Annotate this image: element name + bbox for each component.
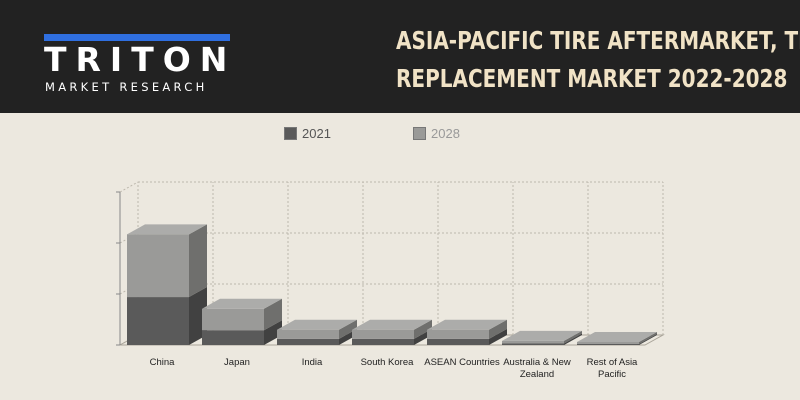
bar-2028-1-top [202,298,282,309]
bar-2028-0-side [189,224,207,298]
bar-2028-5-top [502,330,582,341]
bar-2028-0-top [127,224,207,235]
bar-2028-5-side [564,330,582,344]
bar-2028-3-side [414,319,432,339]
bar-2021-1-side [264,320,282,345]
triton-logo: TRITON MARKET RESEARCH [44,34,234,96]
logo-subtitle-text: MARKET RESEARCH [45,80,208,94]
page-title: ASIA-PACIFIC TIRE AFTERMARKET, TIRE REPL… [308,22,800,98]
bar-2021-2-front [277,338,339,345]
x-tick-label-1: Japan [224,357,250,368]
bar-2021-4-side [489,328,507,345]
page-title-line-1: ASIA-PACIFIC TIRE AFTERMARKET, TIRE [396,26,800,55]
bar-2028-6-side [639,331,657,344]
gridline-side [119,181,139,193]
bar-2028-2-front [277,329,339,339]
legend-label-2028: 2028 [431,126,460,141]
bar-2021-6-side [639,333,657,345]
logo-brand-text: TRITON [44,40,237,79]
bar-2028-2-top [277,319,357,330]
bar-2028-4-side [489,319,507,339]
bar-2028-6-top [577,331,657,342]
bar-2028-6-front [577,341,639,344]
bar-2021-5-side [564,333,582,345]
bar-2028-2-side [339,319,357,339]
x-tick-label-4: ASEAN Countries [424,357,500,368]
bar-2028-0-front [127,234,189,298]
bar-2021-0-front [127,297,189,345]
bar-2021-3-front [352,338,414,345]
header-banner: TRITON MARKET RESEARCH ASIA-PACIFIC TIRE… [0,0,800,113]
legend-label-2021: 2021 [302,126,331,141]
bar-2021-5-front [502,343,564,345]
bar-2028-3-front [352,329,414,339]
bar-2021-6-front [577,343,639,345]
legend-swatch-2021 [284,127,297,140]
bar-2028-1-front [202,308,264,331]
x-tick-label-3: South Korea [361,357,415,368]
x-tick-label-6: Rest of Asia Pacific [587,357,638,380]
legend-swatch-2028 [413,127,426,140]
x-tick-label-2: India [302,357,323,368]
bar-2028-4-top [427,319,507,330]
bar-2028-4-front [427,329,489,339]
page-title-line-2: REPLACEMENT MARKET 2022-2028 [396,64,788,93]
bar-2021-1-front [202,330,264,345]
x-tick-label-0: China [150,357,176,368]
bar-2028-3-top [352,319,432,330]
bar-2028-1-side [264,298,282,331]
bar-2021-4-front [427,338,489,345]
x-tick-label-5: Australia & New Zealand [503,357,571,380]
bar-2028-5-front [502,340,564,344]
logo-accent-bar [44,34,230,41]
